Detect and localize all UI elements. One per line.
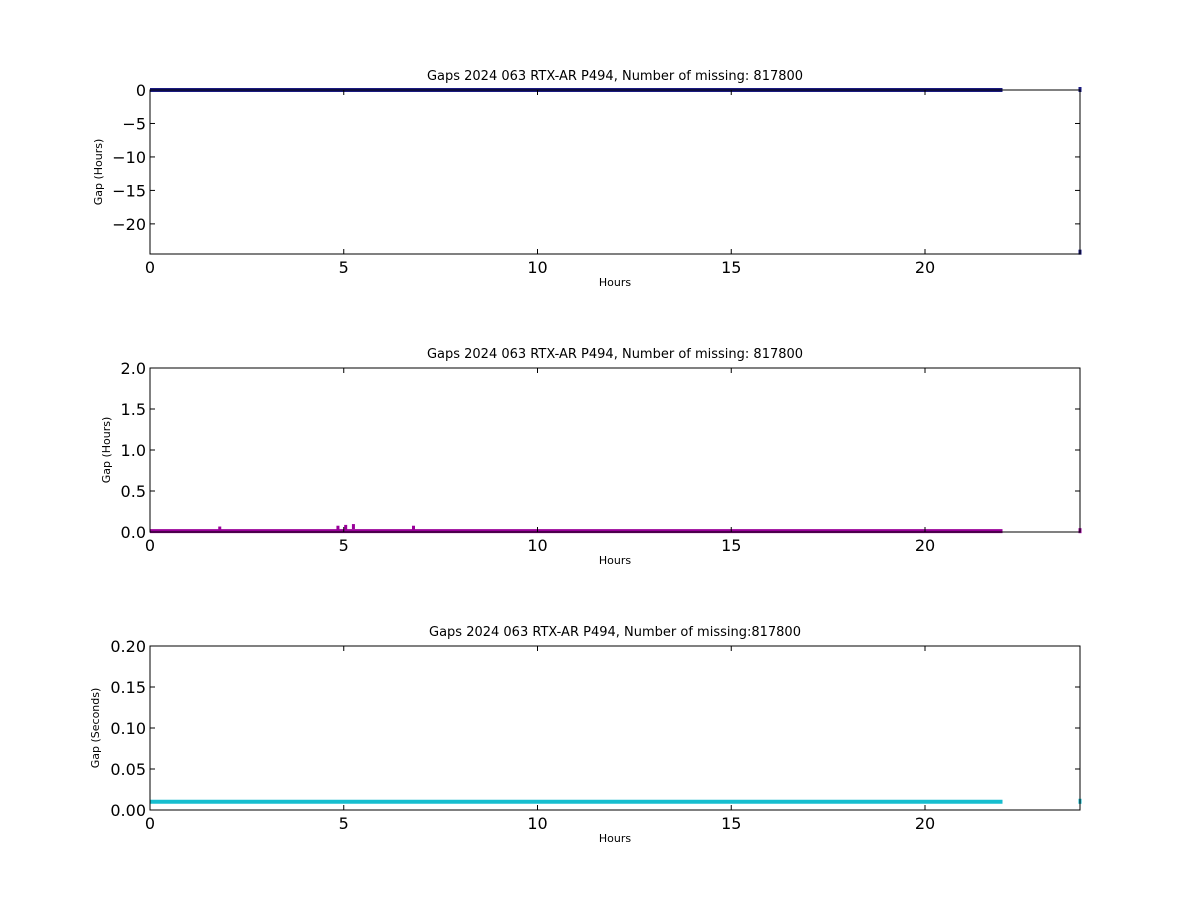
y-tick-label: −15 [112,181,146,200]
x-tick-label: 10 [527,814,547,833]
x-tick-label: 5 [339,258,349,277]
y-tick-label: 0.10 [110,719,146,738]
panel-3: Gaps 2024 063 RTX-AR P494, Number of mis… [89,625,1082,845]
axes-frame [149,89,1081,255]
y-tick-label: −10 [112,148,146,167]
x-tick-label: 0 [145,258,155,277]
x-tick-label: 0 [145,536,155,555]
x-tick-label: 10 [527,536,547,555]
chart-title: Gaps 2024 063 RTX-AR P494, Number of mis… [429,625,801,640]
x-tick-label: 20 [915,536,935,555]
y-tick-label: 0.15 [110,678,146,697]
x-tick-label: 10 [527,258,547,277]
y-axis-label: Gap (Hours) [92,139,105,206]
data-point [336,525,340,531]
plot-area: 0 5 10 15 20 0.00 0.05 0.10 0.15 0.20 [110,637,1082,833]
y-tick-label: −5 [122,114,146,133]
x-tick-label: 20 [915,258,935,277]
axes-frame [149,645,1081,811]
x-axis-label: Hours [599,276,631,289]
x-axis-label: Hours [599,554,631,567]
chart-title: Gaps 2024 063 RTX-AR P494, Number of mis… [427,347,803,362]
x-tick-label: 15 [721,814,741,833]
data-point [218,526,222,532]
x-tick-label: 15 [721,536,741,555]
x-tick-label: 15 [721,258,741,277]
plot-area: 0 5 10 15 20 0 −5 −10 −15 −20 [112,81,1082,277]
panel-2: Gaps 2024 063 RTX-AR P494, Number of mis… [100,347,1082,567]
chart-title: Gaps 2024 063 RTX-AR P494, Number of mis… [427,69,803,84]
data-point [344,524,348,530]
x-tick-label: 5 [339,814,349,833]
y-tick-label: −20 [112,215,146,234]
data-point [351,524,355,530]
x-tick-label: 5 [339,536,349,555]
axes-frame [149,367,1081,533]
y-tick-label: 2.0 [121,359,146,378]
y-tick-label: 0.20 [110,637,146,656]
y-tick-label: 1.5 [121,400,146,419]
y-tick-label: 1.0 [121,441,146,460]
y-axis-label: Gap (Seconds) [89,688,102,769]
y-axis-label: Gap (Hours) [100,417,113,484]
plot-area: 0 5 10 15 20 0.0 0.5 1.0 1.5 2.0 [121,359,1082,555]
y-tick-label: 0.5 [121,482,146,501]
data-point [412,525,415,531]
y-tick-label: 0.05 [110,760,146,779]
x-tick-label: 0 [145,814,155,833]
panel-1: Gaps 2024 063 RTX-AR P494, Number of mis… [92,69,1082,289]
y-tick-label: 0.0 [121,523,146,542]
x-axis-label: Hours [599,832,631,845]
x-tick-label: 20 [915,814,935,833]
y-tick-label: 0.00 [110,801,146,820]
y-tick-label: 0 [136,81,146,100]
